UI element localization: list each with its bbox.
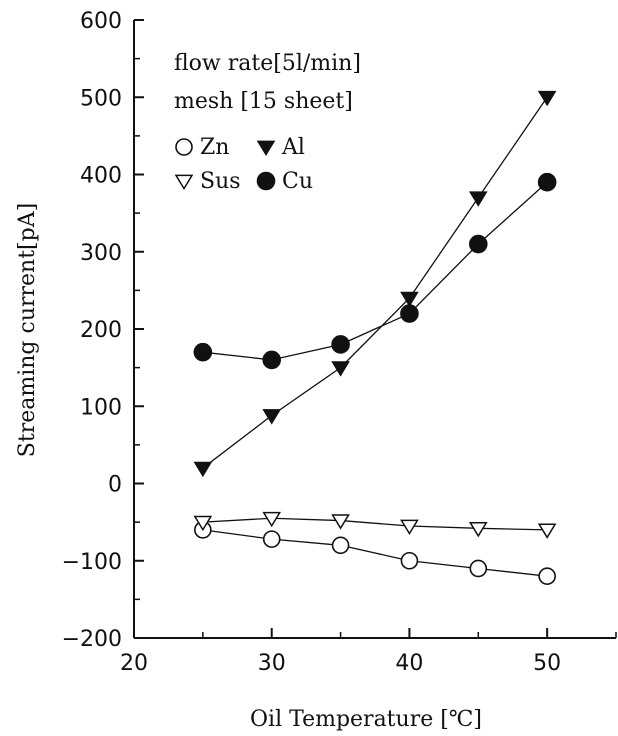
series-zn-point — [400, 551, 419, 570]
series-al-point — [331, 361, 350, 377]
y-tick-label: 500 — [80, 86, 122, 111]
y-tick-label: 0 — [108, 473, 122, 498]
series-sus-point — [262, 511, 282, 528]
legend-marker-sus — [174, 174, 194, 191]
series-al-point — [468, 191, 488, 207]
legend-label-zn: Zn — [200, 135, 229, 160]
series-cu — [193, 172, 557, 370]
y-tick-label: 100 — [80, 395, 122, 420]
x-tick-label: 50 — [533, 651, 561, 676]
series-zn-point — [469, 559, 488, 578]
legend-label-al: Al — [281, 135, 305, 160]
series-sus-point — [468, 521, 488, 538]
series-zn-point — [262, 530, 281, 548]
series-cu-point — [262, 350, 282, 370]
series-al-line — [202, 96, 548, 469]
y-tick-label: 400 — [80, 164, 122, 189]
series-sus-point — [400, 519, 419, 536]
series-al-point — [400, 291, 419, 308]
y-axis: −200 −100 0 100 200 300 400 500 600 — [62, 9, 144, 652]
series-al-point — [262, 409, 282, 425]
y-tick-label: 200 — [80, 318, 122, 343]
series-al-point — [193, 461, 213, 478]
y-tick-label: −200 — [62, 627, 122, 652]
series-al-point — [537, 90, 557, 107]
series-sus-point — [537, 523, 557, 539]
series-layer — [193, 90, 557, 586]
series-zn — [194, 521, 556, 586]
series-sus — [193, 511, 557, 539]
series-sus-point — [193, 515, 213, 532]
x-axis-title: Oil Temperature [℃] — [250, 707, 482, 732]
legend-marker-al — [256, 140, 276, 157]
x-tick-label: 20 — [120, 651, 148, 676]
y-tick-label: 300 — [80, 241, 122, 266]
series-cu-point — [537, 172, 557, 192]
legend-marker-cu — [256, 171, 276, 191]
condition-flow-rate: flow rate[5l/min] — [174, 51, 361, 76]
x-axis: 20 30 40 50 — [120, 628, 617, 676]
series-sus-point — [331, 514, 350, 530]
series-sus-line — [202, 517, 548, 531]
legend-label-cu: Cu — [282, 169, 313, 194]
series-cu-point — [331, 335, 350, 354]
series-cu-point — [468, 234, 488, 254]
series-zn-point — [538, 567, 556, 586]
series-zn-line — [202, 529, 548, 577]
y-axis-title: Streaming current[pA] — [15, 203, 40, 457]
series-cu-point — [400, 304, 419, 323]
series-al — [193, 90, 557, 478]
legend-label-sus: Sus — [200, 169, 241, 194]
x-tick-label: 40 — [395, 651, 423, 676]
series-cu-point — [193, 342, 213, 362]
series-cu-line — [202, 181, 548, 361]
legend-marker-zn — [175, 138, 193, 156]
y-tick-label: 600 — [80, 9, 122, 34]
x-tick-label: 30 — [258, 651, 286, 676]
series-zn-point — [331, 536, 350, 555]
legend: flow rate[5l/min] mesh [15 sheet] Zn Al Sus C… — [174, 51, 361, 194]
condition-mesh: mesh [15 sheet] — [174, 89, 353, 114]
y-tick-label: −100 — [62, 550, 122, 575]
